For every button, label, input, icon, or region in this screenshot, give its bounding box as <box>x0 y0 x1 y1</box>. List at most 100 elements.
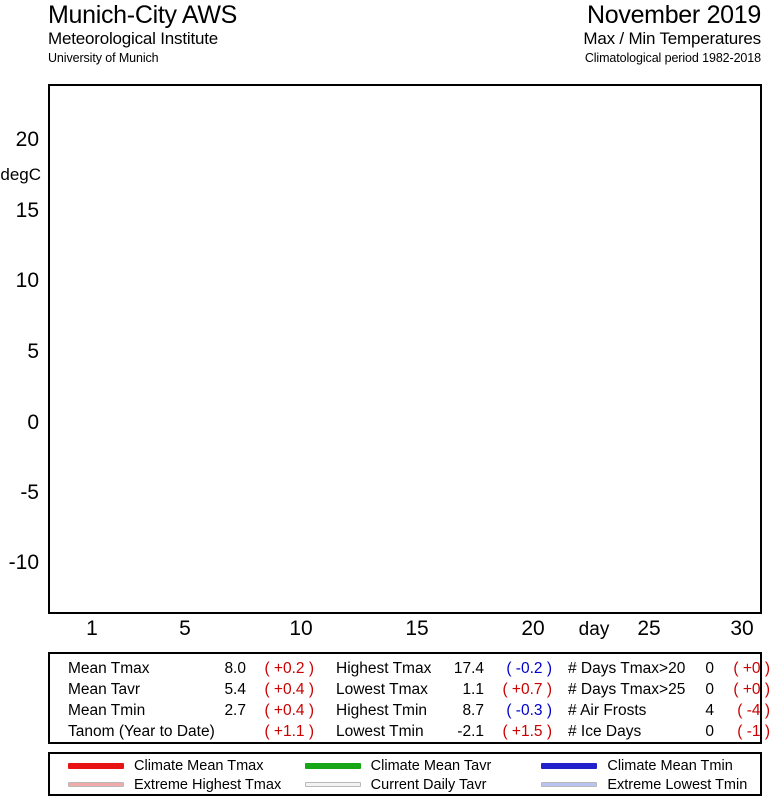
legend-row-extremes: Extreme Highest Tmax Current Daily Tavr … <box>50 775 760 794</box>
stat-label: Tanom (Year to Date) <box>68 723 215 740</box>
y-tick-5: 5 <box>27 340 39 363</box>
stat-anomaly: ( +0.7 ) <box>502 681 552 698</box>
header-right-block: November 2019 Max / Min Temperatures Cli… <box>583 2 761 67</box>
stat-row-mean-tmin: Mean Tmin 2.7 ( +0.4 ) <box>68 700 336 721</box>
stat-value: 5.4 <box>224 681 246 698</box>
stat-anomaly: ( +0.4 ) <box>264 681 314 698</box>
legend-swatch-icon <box>68 782 124 787</box>
stat-anomaly: ( -1 ) <box>737 723 770 740</box>
stat-label: Mean Tmax <box>68 660 150 677</box>
climatological-period: Climatological period 1982-2018 <box>584 51 761 65</box>
legend-label: Climate Mean Tavr <box>370 757 492 774</box>
legend-label: Extreme Lowest Tmin <box>607 776 748 793</box>
stat-anomaly: ( -0.2 ) <box>506 660 552 677</box>
y-axis-labels: 20 degC 15 10 5 0 -5 -10 <box>0 84 46 614</box>
stat-anomaly: ( +0.4 ) <box>264 702 314 719</box>
legend-swatch-icon <box>304 782 361 787</box>
university-name: University of Munich <box>48 51 159 65</box>
stat-row-tanom-ytd: Tanom (Year to Date) ( +1.1 ) <box>68 721 336 742</box>
legend-item-climate-mean-tmin: Climate Mean Tmin <box>523 756 760 775</box>
stat-label: Mean Tmin <box>68 702 146 719</box>
x-axis-title: day <box>578 619 610 640</box>
stat-label: # Days Tmax>20 <box>568 660 686 677</box>
y-tick-0: 0 <box>27 411 39 434</box>
legend-item-climate-mean-tmax: Climate Mean Tmax <box>50 756 287 775</box>
x-tick-30: 30 <box>730 617 754 640</box>
stats-column-counts: # Days Tmax>20 0 ( +0 ) # Days Tmax>25 0… <box>568 658 770 742</box>
stat-anomaly: ( +1.5 ) <box>502 723 552 740</box>
stat-row-ice-days: # Ice Days 0 ( -1 ) <box>568 721 770 742</box>
x-axis-labels: 1 5 10 15 20 day 25 30 <box>0 617 775 647</box>
stat-value: 0 <box>705 723 714 740</box>
y-tick-15: 15 <box>15 199 39 222</box>
y-tick-minus5: -5 <box>20 481 39 504</box>
x-tick-20: 20 <box>521 617 545 640</box>
legend-item-extreme-highest-tmax: Extreme Highest Tmax <box>50 775 287 794</box>
stat-row-lowest-tmax: Lowest Tmax 1.1 ( +0.7 ) <box>336 679 568 700</box>
chart-legend: Climate Mean Tmax Climate Mean Tavr Clim… <box>48 752 762 796</box>
stat-anomaly: ( -0.3 ) <box>506 702 552 719</box>
stat-value: 4 <box>705 702 714 719</box>
stat-label: # Ice Days <box>568 723 642 740</box>
stat-row-days-tmax-gt25: # Days Tmax>25 0 ( +0 ) <box>568 679 770 700</box>
stat-value: 0 <box>705 660 714 677</box>
stat-anomaly: ( +1.1 ) <box>264 723 314 740</box>
stat-anomaly: ( +0 ) <box>733 660 770 677</box>
stat-label: Lowest Tmax <box>336 681 428 698</box>
stat-row-mean-tmax: Mean Tmax 8.0 ( +0.2 ) <box>68 658 336 679</box>
x-tick-25: 25 <box>637 617 661 640</box>
stat-anomaly: ( +0.2 ) <box>264 660 314 677</box>
legend-swatch-icon <box>304 762 361 769</box>
stat-value: 0 <box>705 681 714 698</box>
stat-label: Highest Tmax <box>336 660 432 677</box>
y-tick-20: 20 <box>15 128 39 151</box>
stat-label: # Days Tmax>25 <box>568 681 686 698</box>
x-tick-15: 15 <box>405 617 429 640</box>
stat-row-days-tmax-gt20: # Days Tmax>20 0 ( +0 ) <box>568 658 770 679</box>
stat-label: Mean Tavr <box>68 681 141 698</box>
legend-label: Extreme Highest Tmax <box>134 776 282 793</box>
legend-item-current-daily-tavr: Current Daily Tavr <box>287 775 524 794</box>
stat-row-mean-tavr: Mean Tavr 5.4 ( +0.4 ) <box>68 679 336 700</box>
institute-name: Meteorological Institute <box>48 29 219 48</box>
x-tick-10: 10 <box>289 617 313 640</box>
stats-column-means: Mean Tmax 8.0 ( +0.2 ) Mean Tavr 5.4 ( +… <box>50 658 336 742</box>
header-left-block: Munich-City AWS Meteorological Institute… <box>48 2 237 67</box>
stat-row-highest-tmax: Highest Tmax 17.4 ( -0.2 ) <box>336 658 568 679</box>
y-axis-unit-label: degC <box>0 165 41 184</box>
legend-item-climate-mean-tavr: Climate Mean Tavr <box>287 756 524 775</box>
statistics-summary-box: Mean Tmax 8.0 ( +0.2 ) Mean Tavr 5.4 ( +… <box>48 652 770 744</box>
x-tick-1: 1 <box>86 617 98 640</box>
stat-row-air-frosts: # Air Frosts 4 ( -4 ) <box>568 700 770 721</box>
legend-label: Current Daily Tavr <box>370 776 487 793</box>
stat-row-highest-tmin: Highest Tmin 8.7 ( -0.3 ) <box>336 700 568 721</box>
stat-label: Highest Tmin <box>336 702 428 719</box>
legend-item-extreme-lowest-tmin: Extreme Lowest Tmin <box>523 775 760 794</box>
stat-row-lowest-tmin: Lowest Tmin -2.1 ( +1.5 ) <box>336 721 568 742</box>
stat-anomaly: ( -4 ) <box>737 702 770 719</box>
stat-anomaly: ( +0 ) <box>733 681 770 698</box>
chart-subtitle: Max / Min Temperatures <box>583 29 761 48</box>
legend-label: Climate Mean Tmin <box>607 757 733 774</box>
stat-value: 1.1 <box>462 681 484 698</box>
stat-value: 8.0 <box>224 660 246 677</box>
stat-value: 2.7 <box>224 702 246 719</box>
x-tick-5: 5 <box>179 617 191 640</box>
stat-label: # Air Frosts <box>568 702 647 719</box>
legend-swatch-icon <box>541 762 598 769</box>
plot-frame <box>48 84 762 614</box>
period-title: November 2019 <box>587 1 761 29</box>
legend-swatch-icon <box>68 762 124 769</box>
y-tick-minus10: -10 <box>8 551 39 574</box>
stat-value: 17.4 <box>453 660 484 677</box>
stats-column-extremes: Highest Tmax 17.4 ( -0.2 ) Lowest Tmax 1… <box>336 658 568 742</box>
stat-value: -2.1 <box>457 723 484 740</box>
legend-row-climate-means: Climate Mean Tmax Climate Mean Tavr Clim… <box>50 756 760 775</box>
legend-swatch-icon <box>541 782 598 787</box>
y-tick-10: 10 <box>15 269 39 292</box>
stat-label: Lowest Tmin <box>336 723 424 740</box>
legend-label: Climate Mean Tmax <box>134 757 264 774</box>
station-title: Munich-City AWS <box>48 1 238 29</box>
chart-plot-area <box>48 84 762 614</box>
